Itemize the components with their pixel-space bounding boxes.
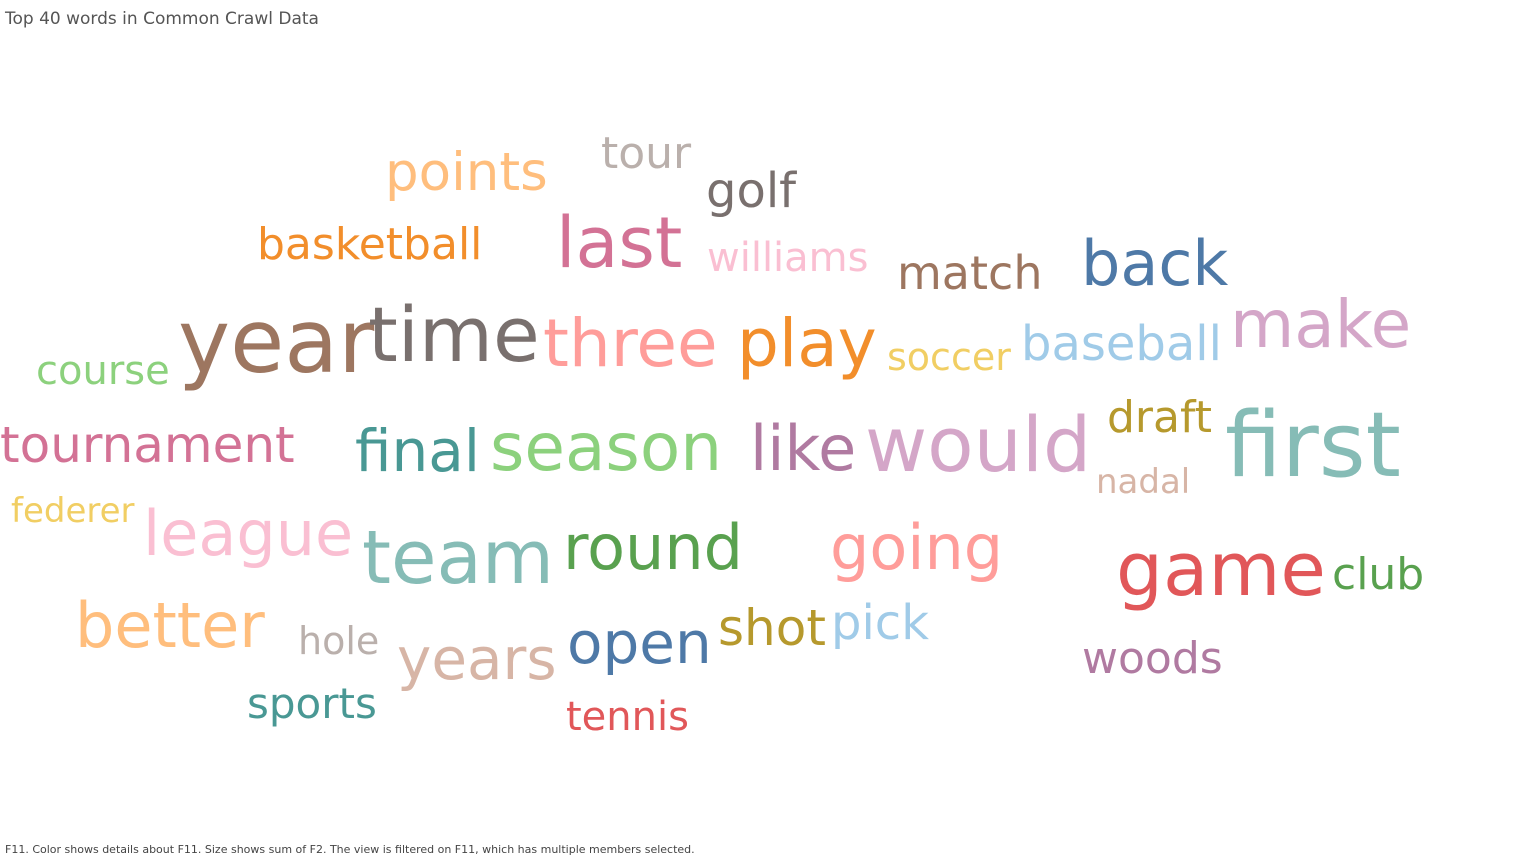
word-basketball[interactable]: basketball — [257, 218, 483, 270]
word-three[interactable]: three — [543, 305, 718, 383]
word-back[interactable]: back — [1081, 227, 1229, 301]
word-like[interactable]: like — [750, 412, 857, 486]
word-tournament[interactable]: tournament — [0, 416, 295, 474]
word-first[interactable]: first — [1225, 393, 1401, 498]
word-woods[interactable]: woods — [1082, 632, 1223, 684]
word-play[interactable]: play — [737, 305, 877, 383]
word-better[interactable]: better — [75, 589, 265, 663]
word-hole[interactable]: hole — [298, 618, 380, 663]
word-club[interactable]: club — [1332, 548, 1425, 600]
word-years[interactable]: years — [397, 624, 557, 693]
chart-title: Top 40 words in Common Crawl Data — [5, 9, 319, 29]
word-time[interactable]: time — [368, 290, 540, 380]
word-pick[interactable]: pick — [831, 594, 929, 651]
chart-caption: F11. Color shows details about F11. Size… — [5, 843, 695, 856]
word-final[interactable]: final — [355, 416, 480, 485]
word-last[interactable]: last — [556, 202, 683, 284]
word-nadal[interactable]: nadal — [1096, 461, 1191, 502]
word-going[interactable]: going — [830, 511, 1004, 585]
word-round[interactable]: round — [563, 511, 744, 585]
word-league[interactable]: league — [143, 497, 354, 571]
word-federer[interactable]: federer — [11, 490, 135, 531]
word-would[interactable]: would — [865, 400, 1092, 490]
word-golf[interactable]: golf — [706, 162, 797, 219]
word-team[interactable]: team — [362, 514, 554, 601]
word-points[interactable]: points — [385, 141, 548, 203]
word-williams[interactable]: williams — [707, 235, 869, 281]
word-shot[interactable]: shot — [718, 599, 826, 657]
word-tour[interactable]: tour — [601, 127, 692, 179]
word-course[interactable]: course — [36, 348, 170, 394]
word-sports[interactable]: sports — [247, 679, 377, 729]
word-tennis[interactable]: tennis — [566, 694, 689, 740]
word-match[interactable]: match — [897, 246, 1043, 301]
word-game[interactable]: game — [1116, 526, 1326, 613]
word-baseball[interactable]: baseball — [1021, 315, 1222, 372]
word-open[interactable]: open — [567, 608, 712, 677]
word-soccer[interactable]: soccer — [887, 334, 1011, 379]
word-season[interactable]: season — [490, 409, 723, 487]
word-draft[interactable]: draft — [1107, 391, 1212, 443]
word-make[interactable]: make — [1230, 286, 1412, 364]
word-year[interactable]: year — [178, 289, 375, 393]
